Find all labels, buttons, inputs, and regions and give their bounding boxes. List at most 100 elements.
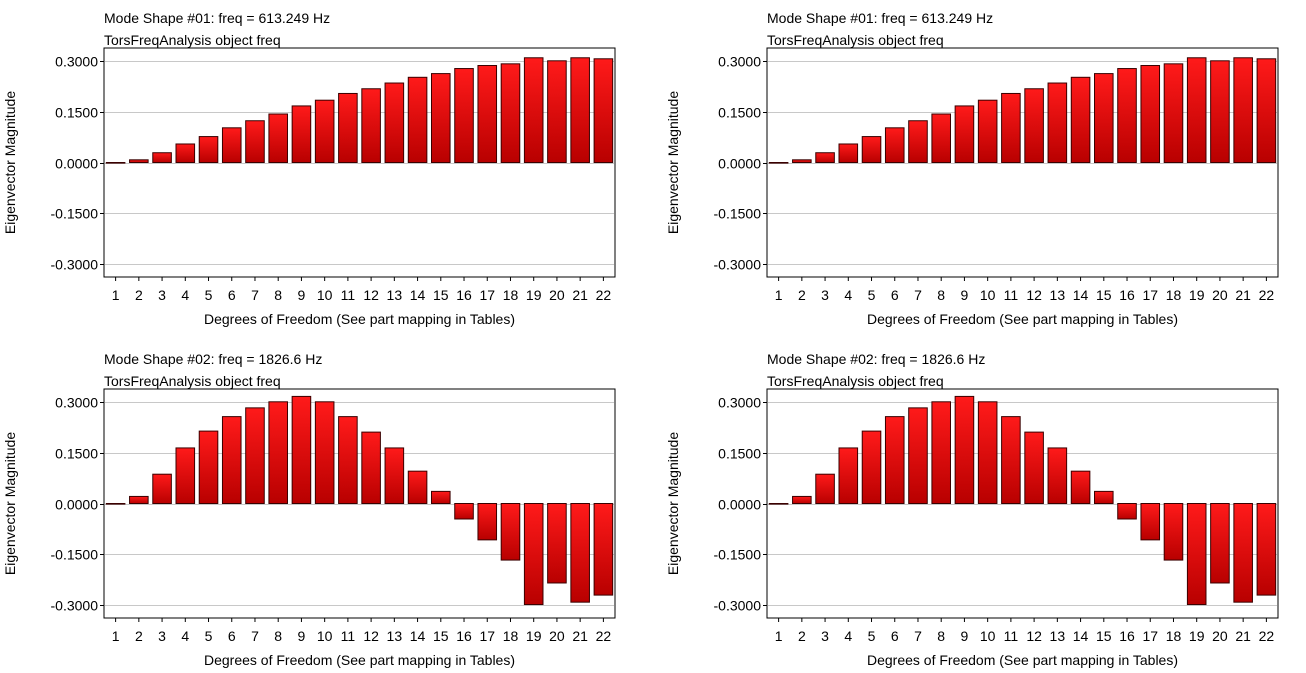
x-tick-label: 16 [1119, 628, 1135, 644]
y-tick-label: 0.0000 [718, 497, 761, 513]
bar [152, 473, 172, 504]
y-axis-label: Eigenvector Magnitude [2, 91, 18, 234]
x-tick-label: 4 [181, 628, 189, 644]
x-tick-label: 6 [228, 628, 236, 644]
x-tick-label: 22 [596, 287, 612, 303]
bar [977, 401, 998, 504]
x-tick-label: 2 [135, 628, 143, 644]
x-tick-label: 11 [1004, 628, 1019, 644]
x-tick-label: 7 [914, 628, 922, 644]
y-tick-label: 0.1500 [718, 446, 761, 462]
bar [361, 88, 381, 163]
x-tick-label: 3 [158, 628, 166, 644]
bar [384, 447, 405, 504]
bar [1001, 416, 1021, 504]
bar [977, 99, 998, 163]
bar [1024, 88, 1044, 163]
x-axis-label: Degrees of Freedom (See part mapping in … [204, 311, 515, 327]
x-tick-label: 19 [526, 628, 542, 644]
y-tick-label: 0.3000 [718, 54, 761, 70]
chart-panel-mode1-right: Mode Shape #01: freq = 613.249 Hz TorsFre… [663, 0, 1306, 336]
x-tick-label: 12 [363, 628, 379, 644]
x-tick-label: 2 [798, 287, 806, 303]
bar [908, 407, 928, 504]
bar [884, 416, 905, 504]
y-tick-label: 0.1500 [718, 105, 761, 121]
x-tick-label: 1 [112, 628, 120, 644]
bar [768, 503, 789, 505]
bar [245, 120, 265, 163]
chart-mode1-right: Mode Shape #01: freq = 613.249 Hz TorsFre… [665, 10, 1279, 327]
bar [1233, 503, 1253, 603]
bar [1047, 82, 1068, 163]
chart-subtitle: TorsFreqAnalysis object freq [104, 373, 281, 389]
chart-panel-mode2-right: Mode Shape #02: freq = 1826.6 Hz TorsFreq… [663, 341, 1306, 673]
x-tick-label: 13 [1050, 287, 1066, 303]
bar [454, 503, 474, 520]
bar [838, 447, 859, 504]
bar [861, 430, 882, 504]
x-tick-label: 18 [503, 287, 519, 303]
bar [384, 82, 405, 163]
bar [1140, 65, 1161, 163]
chart-panel-mode1-left: Mode Shape #01: freq = 613.249 Hz TorsFre… [0, 0, 653, 336]
bar [105, 162, 126, 164]
x-tick-label: 1 [775, 628, 783, 644]
x-tick-label: 4 [844, 628, 852, 644]
chart-mode2-right: Mode Shape #02: freq = 1826.6 Hz TorsFreq… [665, 351, 1279, 668]
bar [523, 503, 544, 606]
x-tick-label: 9 [298, 287, 306, 303]
x-tick-label: 17 [479, 287, 495, 303]
x-tick-label: 7 [251, 287, 259, 303]
x-tick-label: 13 [387, 628, 403, 644]
y-tick-label: 0.3000 [718, 395, 761, 411]
x-tick-label: 9 [961, 628, 969, 644]
bar [931, 113, 951, 164]
bar [500, 63, 521, 163]
x-tick-label: 12 [1026, 628, 1042, 644]
x-tick-label: 8 [937, 287, 945, 303]
bar [431, 490, 451, 505]
x-tick-label: 21 [1235, 287, 1251, 303]
x-tick-label: 11 [341, 287, 356, 303]
y-tick-label: -0.3000 [51, 257, 99, 273]
x-tick-label: 5 [868, 628, 876, 644]
bar [1210, 60, 1230, 163]
chart-mode2-left: Mode Shape #02: freq = 1826.6 Hz TorsFreq… [2, 351, 616, 668]
bar [500, 503, 521, 561]
x-tick-label: 14 [1073, 628, 1089, 644]
bar [570, 503, 590, 603]
x-tick-label: 3 [821, 628, 829, 644]
bar [1256, 503, 1277, 596]
y-tick-label: -0.3000 [51, 598, 99, 614]
bar [338, 92, 358, 163]
bar [129, 159, 149, 163]
bar [954, 395, 975, 504]
bar [570, 57, 590, 164]
y-tick-label: 0.0000 [55, 497, 98, 513]
bar [221, 127, 242, 163]
bar [105, 503, 126, 505]
x-tick-label: 13 [387, 287, 403, 303]
bar [884, 127, 905, 163]
x-tick-label: 10 [317, 628, 333, 644]
y-axis-label: Eigenvector Magnitude [665, 91, 681, 234]
bar [523, 57, 544, 164]
x-tick-label: 21 [1235, 628, 1251, 644]
x-tick-label: 7 [251, 628, 259, 644]
chart-title: Mode Shape #01: freq = 613.249 Hz [104, 10, 330, 26]
x-tick-label: 10 [980, 628, 996, 644]
bar [1070, 76, 1091, 163]
bar [268, 401, 288, 504]
x-axis-label: Degrees of Freedom (See part mapping in … [867, 311, 1178, 327]
bar [454, 68, 474, 163]
x-tick-label: 16 [456, 628, 472, 644]
x-tick-label: 6 [891, 628, 899, 644]
bar [268, 113, 288, 164]
x-tick-label: 17 [1142, 628, 1158, 644]
x-tick-label: 22 [1259, 628, 1275, 644]
chart-subtitle: TorsFreqAnalysis object freq [104, 32, 281, 48]
bar [815, 152, 835, 163]
bar [547, 503, 567, 584]
chart-title: Mode Shape #02: freq = 1826.6 Hz [104, 351, 322, 367]
